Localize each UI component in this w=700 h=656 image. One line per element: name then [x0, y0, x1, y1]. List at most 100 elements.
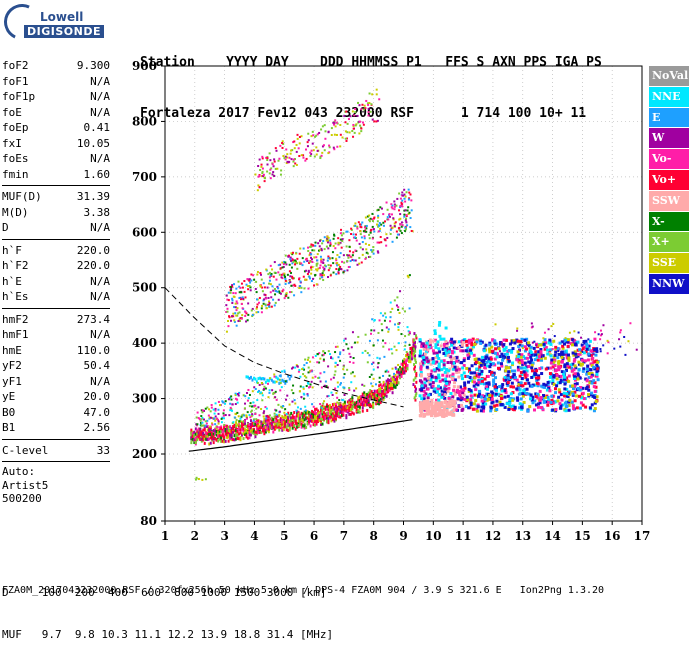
echo-point: [233, 438, 236, 442]
echo-point: [595, 372, 599, 376]
echo-point: [233, 319, 236, 322]
echo-point: [398, 311, 401, 314]
echo-point: [237, 280, 240, 283]
echo-point: [351, 407, 354, 411]
echo-point: [363, 394, 366, 398]
echo-point: [437, 406, 441, 410]
echo-point: [391, 391, 394, 395]
echo-point: [349, 405, 352, 409]
echo-point: [472, 353, 476, 357]
echo-point: [297, 416, 300, 420]
echo-point: [275, 414, 278, 418]
echo-point: [501, 345, 504, 348]
echo-point: [368, 243, 371, 246]
echo-point: [413, 367, 416, 371]
echo-point: [591, 351, 595, 355]
echo-point: [273, 288, 276, 291]
echo-point: [350, 381, 353, 384]
echo-point: [288, 428, 291, 432]
echo-point: [444, 401, 448, 405]
echo-point: [288, 279, 291, 282]
echo-point: [572, 368, 576, 372]
echo-point: [259, 169, 262, 172]
echo-point: [253, 386, 256, 389]
echo-point: [354, 233, 357, 236]
echo-point: [582, 345, 586, 349]
echo-point: [393, 375, 396, 379]
echo-point: [324, 137, 327, 140]
echo-point: [446, 389, 450, 393]
echo-point: [218, 426, 221, 430]
echo-point: [260, 430, 263, 434]
echo-point: [336, 407, 339, 411]
echo-point: [435, 367, 439, 371]
echo-point: [306, 259, 309, 262]
echo-point: [328, 144, 331, 147]
echo-point: [275, 278, 278, 281]
echo-point: [480, 359, 484, 363]
echo-point: [344, 130, 347, 133]
echo-point: [309, 245, 312, 248]
echo-point: [196, 430, 199, 434]
echo-point: [293, 419, 296, 423]
echo-point: [353, 114, 356, 117]
echo-point: [263, 425, 266, 429]
echo-point: [529, 393, 533, 397]
echo-point: [317, 242, 320, 245]
echo-point: [239, 417, 242, 420]
echo-point: [285, 425, 288, 429]
echo-point: [307, 356, 310, 359]
echo-point: [320, 258, 323, 261]
echo-point: [287, 255, 290, 258]
echo-point: [308, 419, 311, 423]
echo-point: [407, 359, 410, 363]
echo-point: [309, 256, 312, 259]
echo-point: [410, 351, 413, 355]
echo-point: [201, 478, 204, 481]
echo-point: [307, 249, 310, 252]
echo-point: [435, 398, 439, 402]
echo-point: [433, 411, 437, 415]
echo-point: [365, 224, 368, 227]
echo-point: [245, 417, 248, 420]
echo-point: [463, 338, 467, 342]
echo-point: [352, 404, 355, 408]
echo-point: [477, 357, 481, 361]
echo-point: [264, 406, 267, 409]
echo-point: [515, 396, 519, 400]
echo-point: [361, 406, 364, 410]
echo-point: [322, 353, 325, 356]
echo-point: [304, 405, 307, 408]
echo-point: [560, 360, 564, 364]
echo-point: [373, 216, 376, 219]
echo-point: [271, 268, 274, 271]
echo-point: [418, 404, 422, 408]
echo-point: [594, 353, 598, 357]
echo-point: [538, 367, 542, 371]
echo-point: [334, 404, 337, 408]
echo-point: [482, 399, 486, 403]
echo-point: [449, 400, 453, 404]
echo-point: [503, 395, 507, 399]
echo-point: [240, 291, 243, 294]
echo-point: [349, 260, 352, 263]
echo-point: [399, 217, 402, 220]
echo-point: [199, 419, 202, 422]
echo-point: [209, 416, 212, 419]
echo-point: [522, 400, 526, 404]
echo-point: [298, 287, 301, 290]
echo-point: [363, 403, 366, 407]
echo-point: [232, 425, 235, 429]
echo-point: [488, 393, 492, 397]
echo-point: [489, 409, 493, 413]
echo-point: [272, 289, 275, 292]
echo-point: [467, 389, 471, 393]
echo-point: [217, 431, 220, 435]
echo-point: [303, 368, 306, 371]
echo-point: [473, 393, 477, 397]
echo-point: [483, 363, 487, 367]
echo-point: [283, 411, 286, 414]
param-row: hmF1 N/A: [2, 327, 110, 343]
echo-point: [311, 260, 314, 263]
echo-point: [329, 264, 332, 267]
